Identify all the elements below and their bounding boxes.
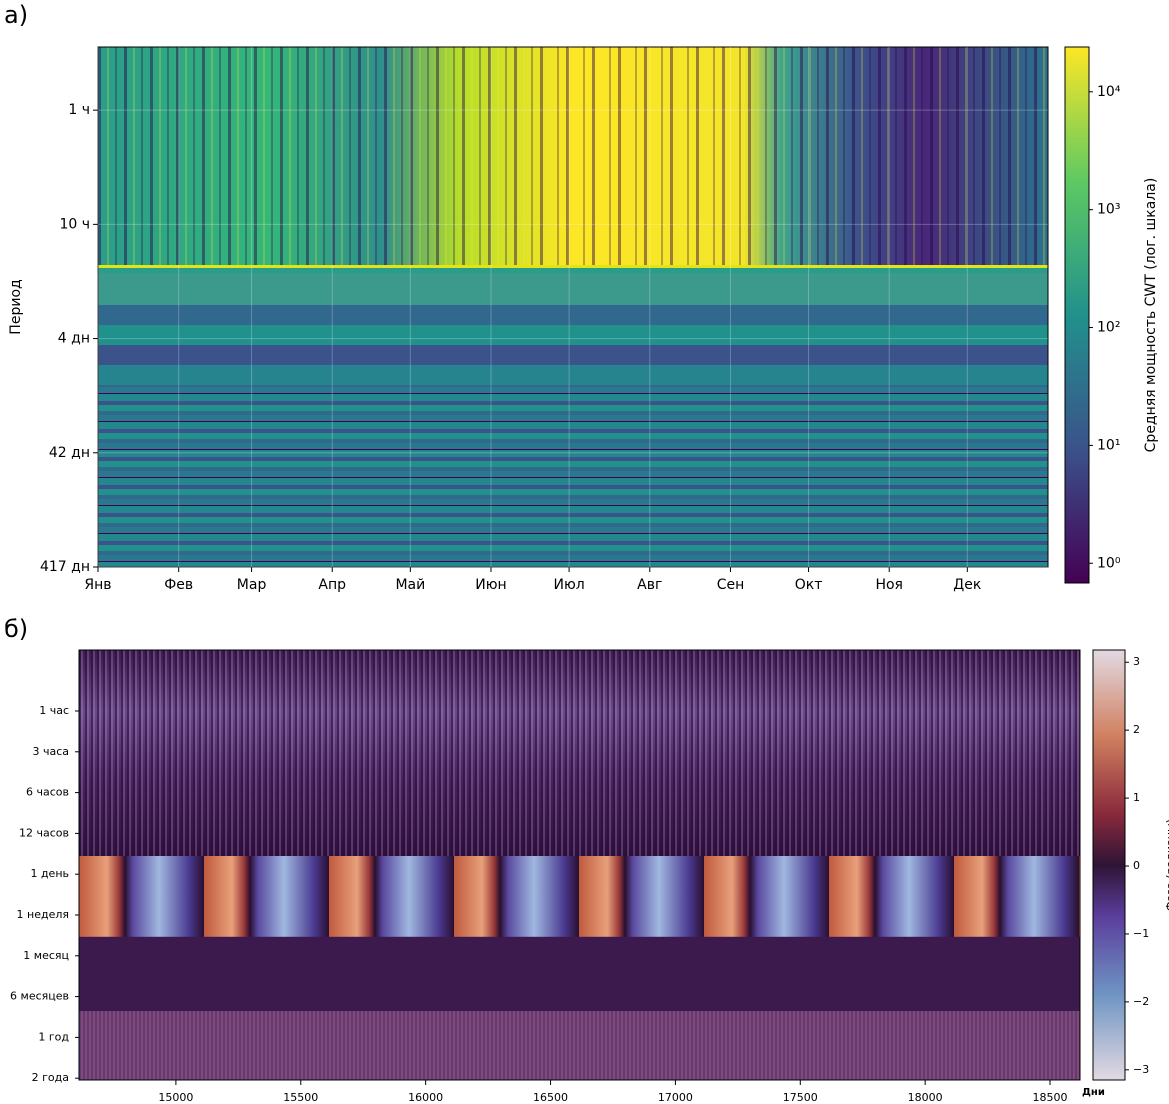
colorbar xyxy=(1064,46,1090,584)
colorbar-tick-label: 10³ xyxy=(1097,202,1120,218)
y-tick-label: 1 час xyxy=(39,704,69,717)
y-tick-label: 1 год xyxy=(38,1030,69,1043)
colorbar xyxy=(1092,649,1126,1081)
x-tick-label: Мар xyxy=(237,577,267,593)
y-tick-label: 417 дн xyxy=(40,559,90,575)
x-tick-label: 17000 xyxy=(658,1091,693,1104)
x-tick-label: 15500 xyxy=(283,1091,318,1104)
colorbar-tick-label: −3 xyxy=(1133,1063,1149,1076)
y-tick-label: 1 неделя xyxy=(17,908,69,921)
colorbar-tick-label: −1 xyxy=(1133,927,1149,940)
y-tick-label: 1 ч xyxy=(68,102,90,118)
x-tick-label: 15000 xyxy=(158,1091,193,1104)
x-tick-label: 17500 xyxy=(783,1091,818,1104)
x-tick-label: Дек xyxy=(953,577,981,593)
y-tick-label: 10 ч xyxy=(59,216,90,232)
colorbar-tick-label: 10² xyxy=(1097,320,1120,336)
colorbar-label: Фаза (радианы) xyxy=(1164,819,1169,911)
colorbar-tick-label: 3 xyxy=(1133,655,1140,668)
x-tick-label: 18500 xyxy=(1033,1091,1068,1104)
y-tick-label: 12 часов xyxy=(19,826,69,839)
x-axis-label: Дни xyxy=(1082,1087,1105,1098)
panel-label: б) xyxy=(4,615,28,643)
x-tick-label: Июл xyxy=(553,577,584,593)
plot-frame xyxy=(78,649,1081,1081)
x-tick-label: Май xyxy=(395,577,425,593)
x-tick-label: Сен xyxy=(717,577,745,593)
colorbar-label: Средняя мощность CWT (лог. шкала) xyxy=(1143,178,1159,453)
x-tick-label: Янв xyxy=(84,577,111,593)
y-tick-label: 1 день xyxy=(30,867,69,880)
colorbar-tick-label: 10⁴ xyxy=(1097,84,1121,100)
heatmap-image xyxy=(98,47,1048,567)
x-tick-label: Ноя xyxy=(875,577,903,593)
colorbar-tick-label: 2 xyxy=(1133,723,1140,736)
heatmap-image xyxy=(79,650,1080,1080)
x-tick-label: Апр xyxy=(318,577,346,593)
y-axis-label: Период xyxy=(8,279,24,334)
y-tick-label: 3 часа xyxy=(32,745,69,758)
x-tick-label: Окт xyxy=(795,577,823,593)
colorbar-tick-label: 0 xyxy=(1133,859,1140,872)
colorbar-tick-label: 10¹ xyxy=(1097,437,1120,453)
y-tick-label: 2 года xyxy=(32,1071,69,1084)
x-tick-label: Июн xyxy=(475,577,506,593)
y-tick-label: 4 дн xyxy=(58,331,90,347)
y-tick-label: 1 месяц xyxy=(23,949,69,962)
plot-frame xyxy=(97,46,1049,568)
colorbar-tick-label: 1 xyxy=(1133,791,1140,804)
y-tick-label: 42 дн xyxy=(49,445,90,461)
colorbar-tick-label: −2 xyxy=(1133,995,1149,1008)
colorbar-tick-label: 10⁰ xyxy=(1097,555,1121,571)
y-tick-label: 6 месяцев xyxy=(10,990,69,1003)
y-tick-label: 6 часов xyxy=(26,786,69,799)
x-tick-label: 16000 xyxy=(408,1091,443,1104)
x-tick-label: 16500 xyxy=(533,1091,568,1104)
panel-label: а) xyxy=(4,1,28,29)
x-tick-label: Фев xyxy=(164,577,193,593)
x-tick-label: 18000 xyxy=(908,1091,943,1104)
x-tick-label: Авг xyxy=(637,577,662,593)
